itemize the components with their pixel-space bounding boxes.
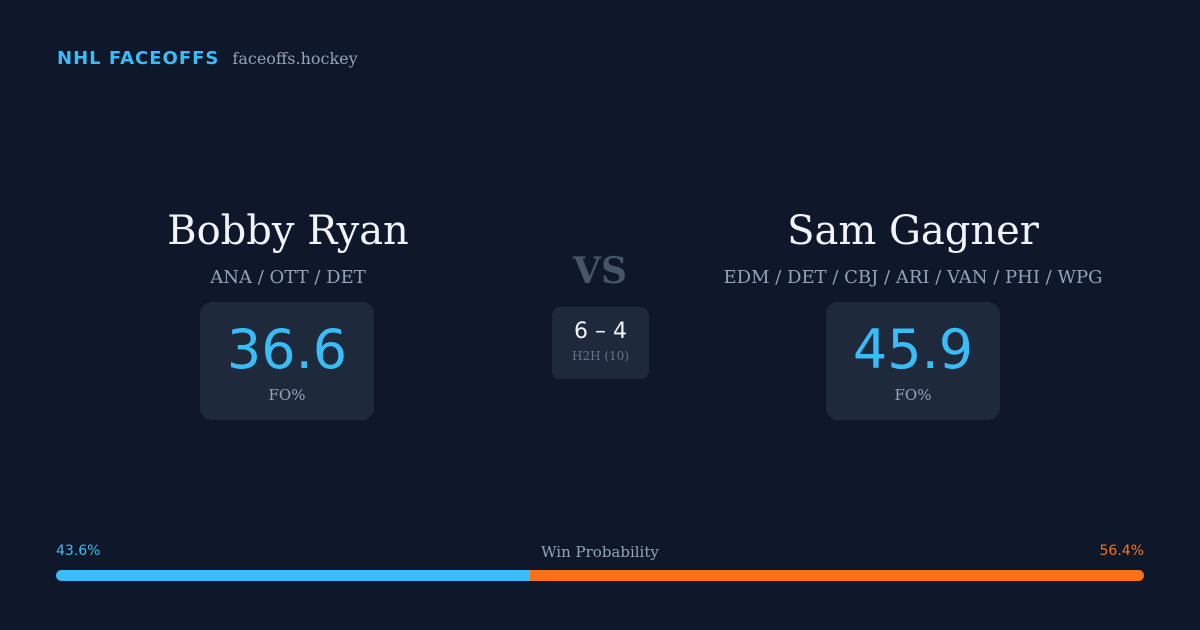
- player-left-fo-card: 36.6 FO%: [200, 302, 374, 420]
- player-left-fo-value: 36.6: [226, 318, 348, 381]
- player-left-fo-label: FO%: [268, 386, 306, 404]
- win-probability-labels: 43.6% Win Probability 56.4%: [56, 543, 1144, 563]
- player-left: Bobby Ryan ANA / OTT / DET: [8, 205, 568, 288]
- player-left-teams: ANA / OTT / DET: [210, 267, 366, 288]
- win-probability-bar: [56, 570, 1144, 581]
- win-probability-right: 56.4%: [1099, 543, 1144, 559]
- brand-site[interactable]: faceoffs.hockey: [232, 49, 358, 68]
- h2h-card: 6 – 4 H2H (10): [552, 307, 649, 379]
- win-probability-bar-right: [530, 570, 1144, 581]
- h2h-label: H2H (10): [571, 349, 629, 363]
- player-right: Sam Gagner EDM / DET / CBJ / ARI / VAN /…: [633, 205, 1193, 288]
- vs-label: VS: [573, 250, 627, 292]
- player-right-fo-label: FO%: [894, 386, 932, 404]
- win-probability-title: Win Probability: [541, 543, 659, 561]
- win-probability-left: 43.6%: [56, 543, 101, 559]
- brand-name: NHL FACEOFFS: [57, 48, 220, 69]
- player-right-fo-card: 45.9 FO%: [826, 302, 1000, 420]
- brand-header: NHL FACEOFFS faceoffs.hockey: [57, 48, 358, 69]
- player-right-fo-value: 45.9: [852, 318, 974, 381]
- win-probability-bar-left: [56, 570, 531, 581]
- player-right-teams: EDM / DET / CBJ / ARI / VAN / PHI / WPG: [723, 267, 1103, 288]
- h2h-score: 6 – 4: [574, 319, 627, 344]
- player-right-name: Sam Gagner: [787, 208, 1039, 254]
- player-left-name: Bobby Ryan: [167, 208, 409, 254]
